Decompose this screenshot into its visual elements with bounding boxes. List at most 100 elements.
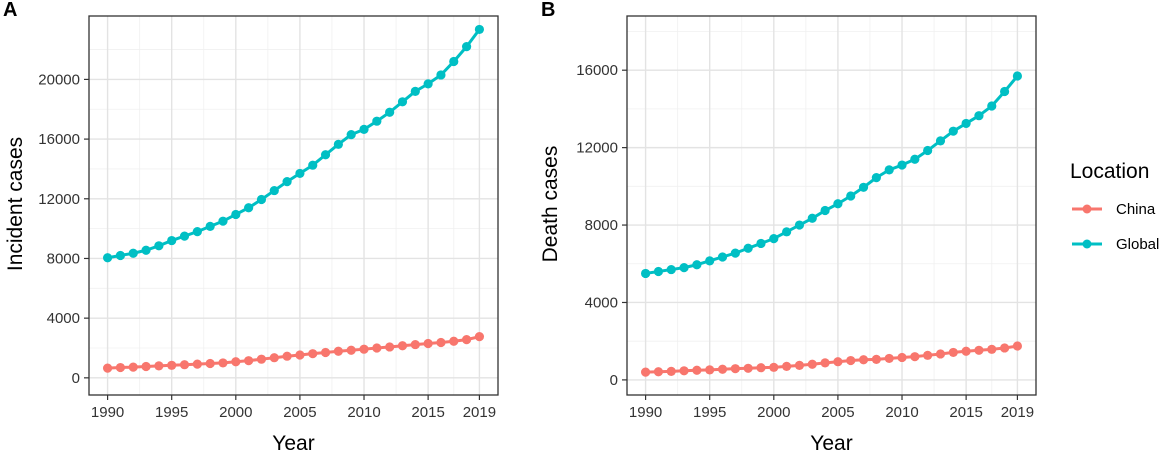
data-point-china [833,357,843,367]
y-tick-label: 16000 [38,131,80,148]
y-axis-title: Incident cases [4,137,27,271]
data-point-global [179,231,190,241]
data-point-global [461,41,472,52]
data-point-global [372,116,382,126]
legend-item-china: China [1072,201,1156,218]
data-point-global [858,182,869,192]
y-tick-label: 12000 [576,140,618,157]
data-point-china [295,350,305,360]
x-tick-label: 1990 [91,404,124,421]
data-point-global [692,260,702,270]
legend-item-global: Global [1072,236,1159,253]
data-point-global [923,145,933,156]
data-point-global [884,165,894,175]
y-tick-label: 0 [72,370,80,387]
y-tick-label: 20000 [38,71,80,88]
legend-label-global: Global [1116,236,1159,253]
data-point-china [231,357,241,367]
data-point-china [423,338,433,349]
data-point-global [359,124,369,134]
data-point-china [692,365,702,375]
data-point-china [154,361,164,371]
x-tick-label: 2000 [219,404,252,421]
x-tick-label: 2000 [757,404,790,421]
data-point-china [820,358,830,368]
data-point-global [679,263,689,273]
data-point-global [897,160,907,170]
data-point-china [705,365,715,375]
data-point-global [218,216,228,226]
data-point-global [782,227,792,237]
data-point-global [474,24,485,35]
data-point-global [167,235,177,246]
x-tick-label: 1995 [155,404,188,421]
data-point-global [961,118,971,129]
data-point-china [935,349,946,359]
data-point-china [167,360,177,370]
x-tick-label: 1990 [629,404,662,421]
data-point-china [346,345,356,355]
panel-label-b: B [541,0,555,21]
x-tick-label: 2005 [821,404,854,421]
data-point-china [192,359,202,369]
x-tick-label: 2015 [411,404,444,421]
data-point-global [833,199,843,209]
data-point-global [743,243,753,253]
data-point-china [256,354,267,364]
legend-label-china: China [1116,201,1156,218]
data-point-china [794,360,805,370]
data-point-global [769,234,779,244]
data-point-china [141,361,151,372]
data-point-global [346,130,356,140]
y-tick-label: 16000 [576,62,618,79]
data-point-china [115,362,126,373]
data-point-china [640,367,651,377]
data-point-global [987,101,997,111]
data-point-global [948,126,958,136]
y-tick-label: 0 [610,372,618,389]
panel-label-a: A [3,0,17,21]
data-point-global [653,266,664,277]
y-tick-label: 12000 [38,191,80,208]
data-point-china [653,367,664,377]
data-point-china [782,361,792,371]
data-point-global [974,111,984,121]
legend: Location China Global [1070,160,1159,253]
x-axis-title: Year [272,432,314,455]
data-point-global [436,70,446,80]
data-point-china [846,355,856,366]
data-point-china [974,345,984,355]
data-point-global [705,256,715,266]
data-point-global [871,173,881,183]
legend-key-global-dot [1082,239,1092,249]
x-tick-label: 2010 [885,404,918,421]
legend-key-china-dot [1082,204,1092,214]
data-point-china [717,364,728,374]
data-point-global [1012,71,1023,81]
data-point-china [397,341,408,351]
data-point-global [231,209,241,220]
data-point-global [410,86,420,96]
data-point-china [269,353,279,363]
data-point-china [372,343,382,353]
data-point-china [410,339,420,350]
data-point-china [218,358,228,368]
data-point-global [935,136,946,146]
data-point-global [666,264,676,275]
data-point-global [910,154,920,164]
data-point-china [756,363,766,373]
x-tick-label: 2010 [347,404,380,421]
panel-a: A 1990 1995 2000 2005 2010 2015 2019 0 4000 8000 1… [3,0,499,455]
data-point-china [128,362,138,372]
data-point-china [436,337,446,348]
data-point-china [769,362,779,372]
data-point-global [308,160,318,170]
data-point-china [948,347,958,358]
data-point-global [756,238,766,249]
data-point-china [871,354,881,364]
plot-area-a [89,16,498,395]
data-point-china [679,366,689,376]
data-point-china [461,335,472,345]
data-point-global [244,203,254,213]
data-point-global [192,227,202,237]
